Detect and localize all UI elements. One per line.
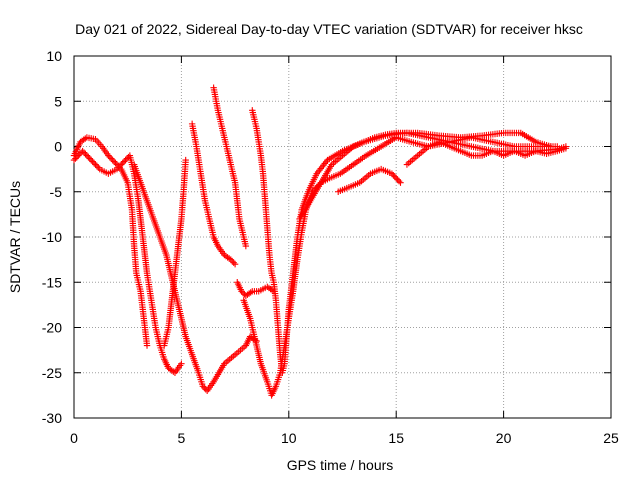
series-arc-3 <box>130 161 260 395</box>
data-point <box>119 159 126 167</box>
x-tick-label: 10 <box>281 430 297 446</box>
data-point <box>242 242 250 250</box>
series-arc-4 <box>161 156 189 349</box>
data-point <box>270 288 277 295</box>
data-point <box>89 158 96 165</box>
data-point <box>75 152 82 159</box>
data-point <box>82 150 89 158</box>
y-tick-label: -20 <box>42 320 62 336</box>
data-point <box>92 161 99 168</box>
data-point <box>547 143 555 150</box>
data-point <box>86 155 93 162</box>
data-point <box>83 152 91 159</box>
x-axis-label: GPS time / hours <box>287 457 394 473</box>
data-point <box>394 176 401 183</box>
data-point <box>70 156 78 164</box>
series-arc-6 <box>210 84 250 250</box>
data-point <box>562 145 570 152</box>
data-point <box>90 159 98 167</box>
data-point <box>230 259 237 266</box>
data-point <box>93 162 101 170</box>
data-points <box>70 84 570 399</box>
data-point <box>76 150 83 158</box>
y-axis-label: SDTVAR / TECUs <box>7 181 23 293</box>
data-point <box>397 179 404 186</box>
series-arc-8 <box>234 279 277 300</box>
series-arc-12 <box>403 138 570 168</box>
y-tick-label: -5 <box>50 184 63 200</box>
y-tick-label: 0 <box>54 139 62 155</box>
data-point <box>115 164 122 171</box>
data-point <box>85 153 92 161</box>
series-arc-10 <box>296 129 555 223</box>
data-point <box>109 156 116 164</box>
data-point <box>178 360 185 367</box>
data-point <box>388 170 396 177</box>
data-point <box>239 289 247 297</box>
data-point <box>123 155 131 162</box>
chart-title: Day 021 of 2022, Sidereal Day-to-day VTE… <box>75 21 583 37</box>
data-point <box>106 153 113 161</box>
data-point <box>112 159 119 167</box>
y-tick-label: 10 <box>46 48 62 64</box>
data-point <box>73 153 81 161</box>
y-tick-label: -25 <box>42 365 62 381</box>
x-tick-label: 0 <box>70 430 78 446</box>
data-point <box>95 164 102 171</box>
data-point <box>231 260 239 268</box>
data-point <box>87 156 95 164</box>
data-point <box>108 155 115 162</box>
y-tick-label: -15 <box>42 274 62 290</box>
data-point <box>72 155 79 162</box>
x-tick-label: 5 <box>178 430 186 446</box>
x-tick-labels: 0 5 10 15 20 25 <box>70 430 619 446</box>
data-point <box>182 156 189 164</box>
data-point <box>118 161 125 168</box>
data-point <box>122 156 129 164</box>
x-tick-label: 20 <box>496 430 512 446</box>
data-point <box>116 162 124 170</box>
data-point <box>395 177 403 185</box>
data-point <box>238 288 245 295</box>
data-point <box>110 158 118 165</box>
data-point <box>79 147 86 155</box>
data-point <box>80 149 88 156</box>
data-point <box>229 257 236 265</box>
data-point <box>113 165 121 173</box>
data-point <box>390 171 397 179</box>
y-tick-label: 5 <box>54 93 62 109</box>
data-point <box>105 152 112 159</box>
series-arc-5 <box>188 120 239 268</box>
y-tick-labels: 10 5 0 -5 -10 -15 -20 -25 -30 <box>42 48 62 426</box>
data-point <box>199 383 207 390</box>
data-point <box>201 384 208 392</box>
data-point <box>143 342 151 349</box>
data-point <box>227 256 235 263</box>
data-point <box>393 174 400 182</box>
y-tick-label: -30 <box>42 410 62 426</box>
series-arc-11 <box>335 165 404 195</box>
x-tick-label: 25 <box>603 430 619 446</box>
data-point <box>120 158 128 165</box>
y-tick-label: -10 <box>42 229 62 245</box>
x-tick-label: 15 <box>388 430 404 446</box>
data-point <box>391 173 398 180</box>
